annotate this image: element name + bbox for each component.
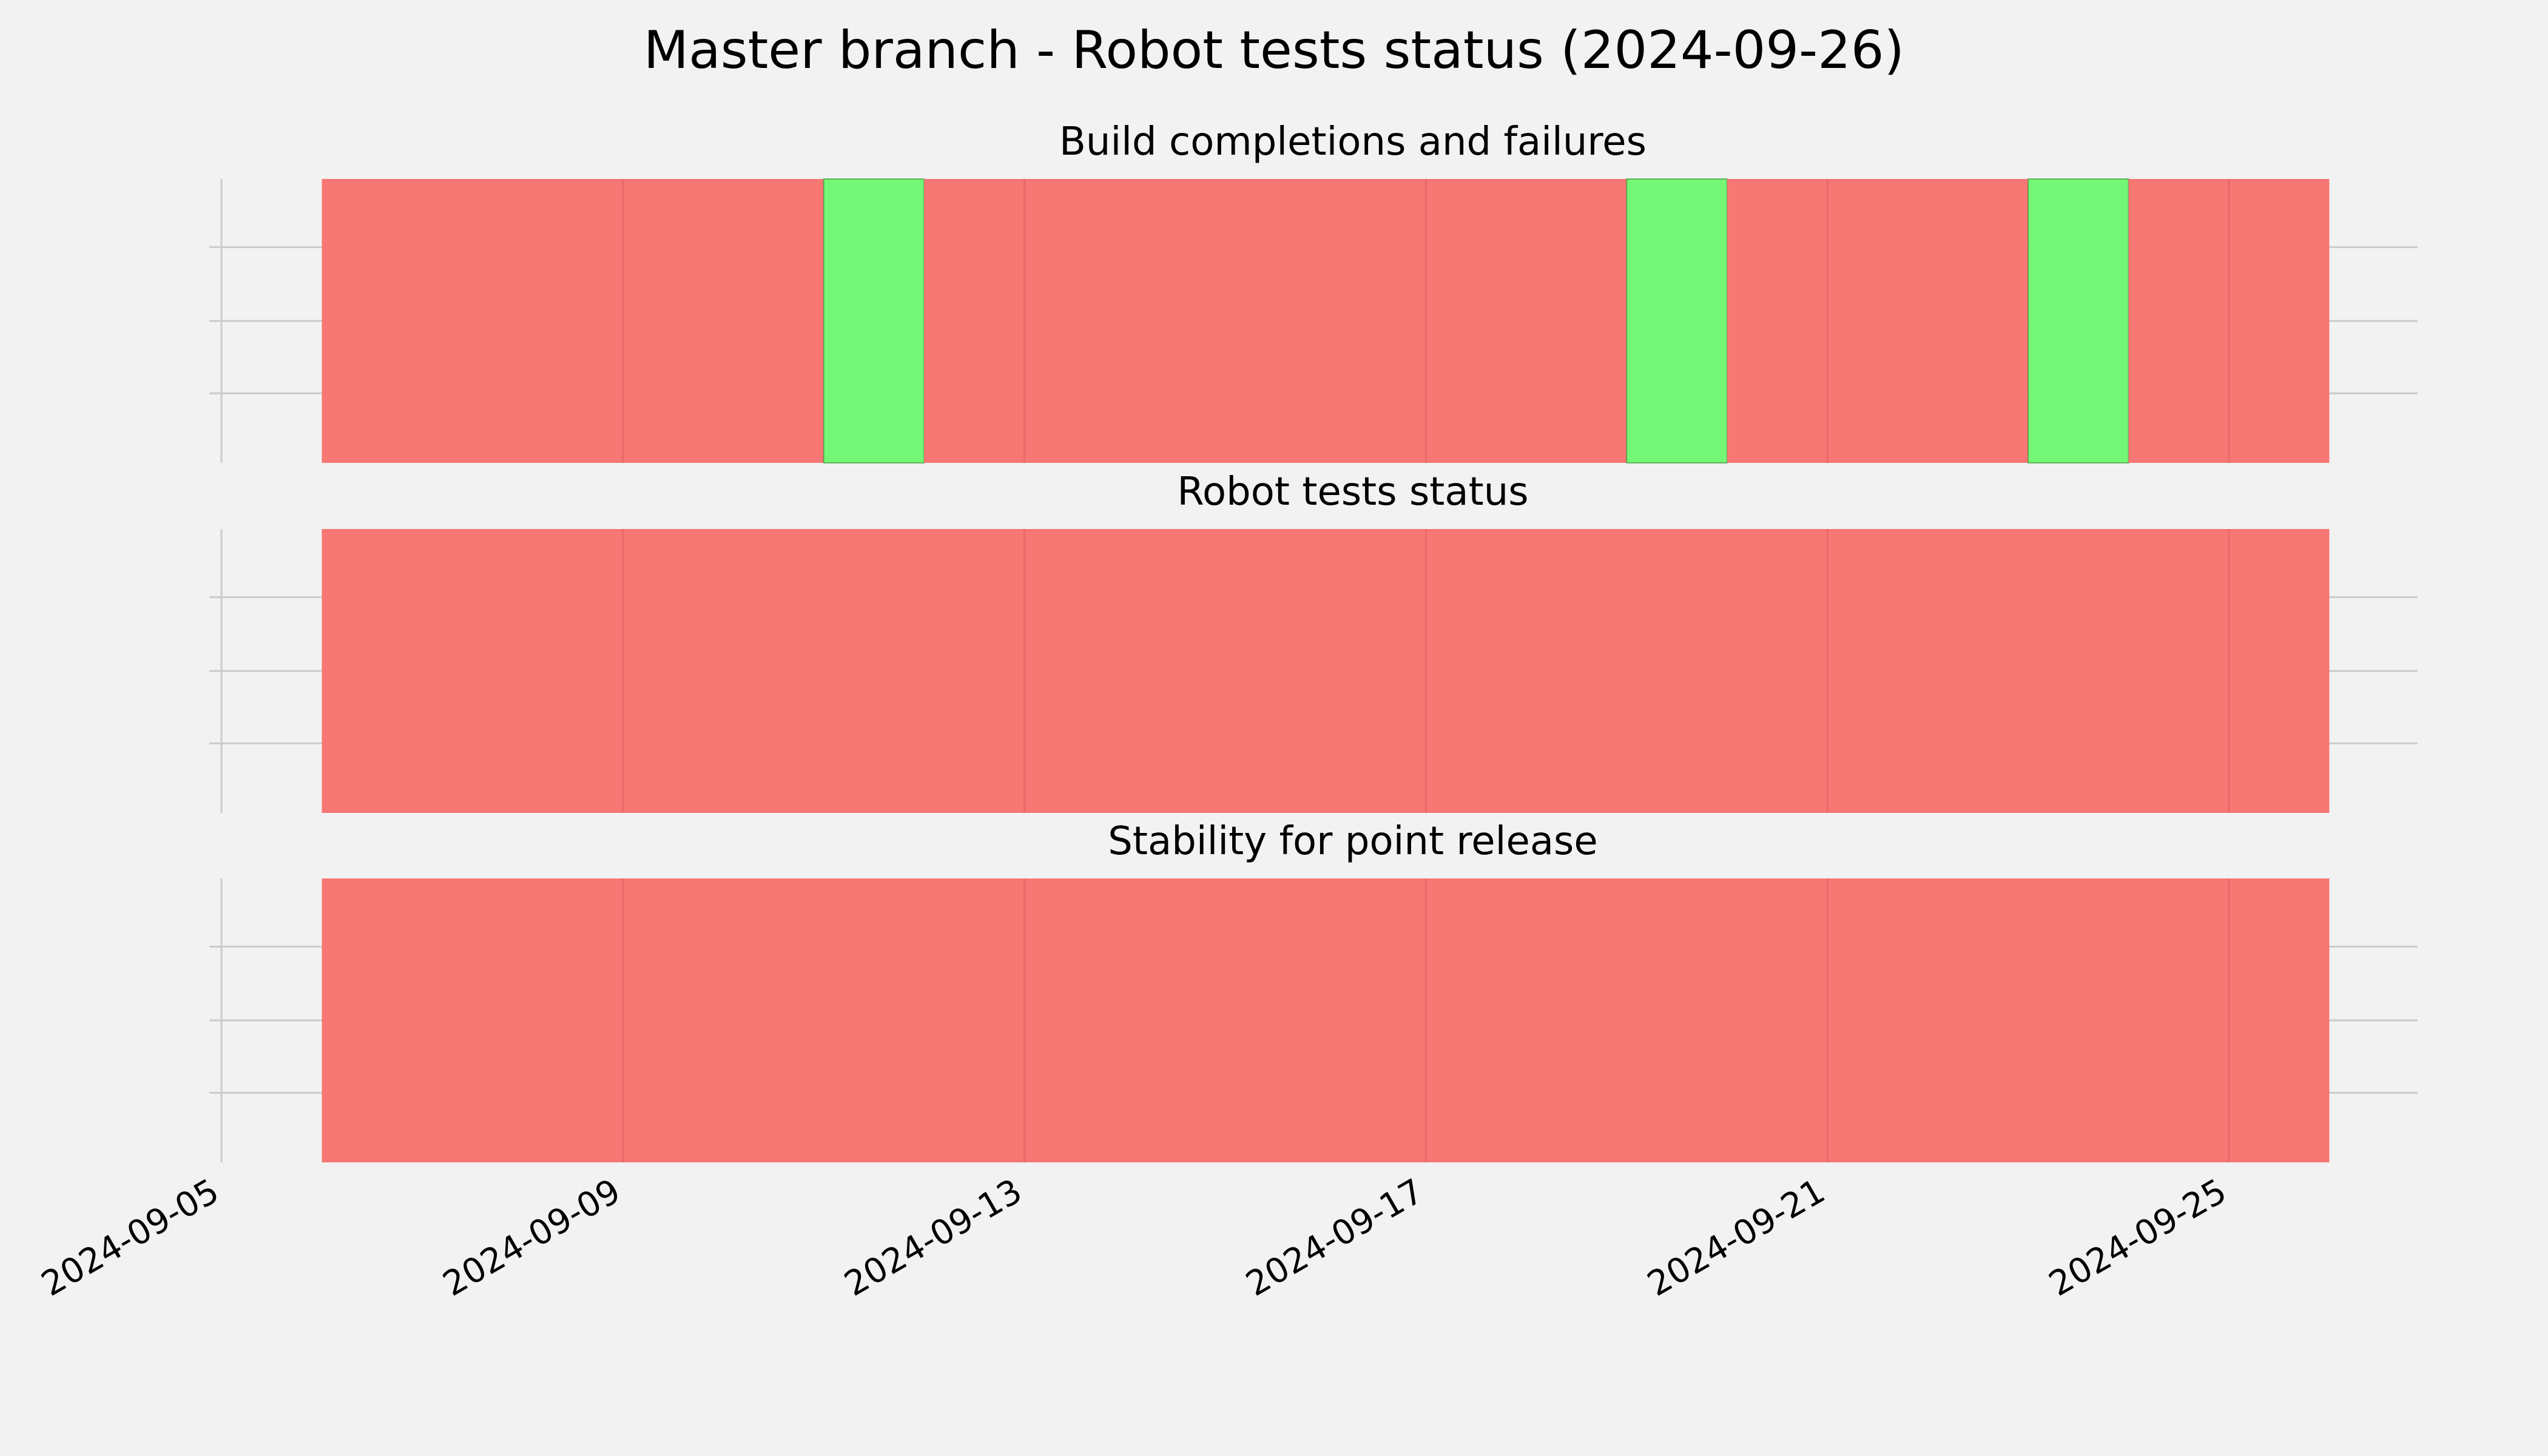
segment-fail bbox=[1727, 179, 2029, 463]
x-tick-label: 2024-09-21 bbox=[1641, 1171, 1832, 1304]
segment-fail bbox=[322, 179, 824, 463]
panel-3: Stability for point release bbox=[209, 819, 2418, 1162]
panel-title: Build completions and failures bbox=[1059, 120, 1646, 164]
panel-2: Robot tests status bbox=[209, 470, 2418, 813]
segment-fail bbox=[322, 878, 2330, 1162]
segment-pass bbox=[823, 178, 925, 463]
segment-pass bbox=[1626, 178, 1728, 463]
x-axis-tick-labels: 2024-09-05 2024-09-09 2024-09-13 2024-09-17… bbox=[35, 1171, 2233, 1304]
panel-title: Robot tests status bbox=[1177, 470, 1528, 514]
x-tick-label: 2024-09-09 bbox=[436, 1171, 627, 1304]
panels: Build completions and failures Robot test… bbox=[209, 120, 2418, 1162]
chart-title: Master branch - Robot tests status (2024… bbox=[644, 20, 1904, 81]
segment-pass bbox=[2027, 178, 2129, 463]
x-tick-label: 2024-09-05 bbox=[35, 1171, 226, 1304]
x-tick-label: 2024-09-17 bbox=[1239, 1171, 1430, 1304]
panel-1: Build completions and failures bbox=[209, 120, 2418, 463]
segment-fail bbox=[2128, 179, 2330, 463]
segment-fail bbox=[322, 529, 2330, 813]
x-tick-label: 2024-09-13 bbox=[838, 1171, 1028, 1304]
segment-fail bbox=[924, 179, 1627, 463]
x-tick-label: 2024-09-25 bbox=[2043, 1171, 2233, 1304]
panel-title: Stability for point release bbox=[1108, 819, 1598, 864]
